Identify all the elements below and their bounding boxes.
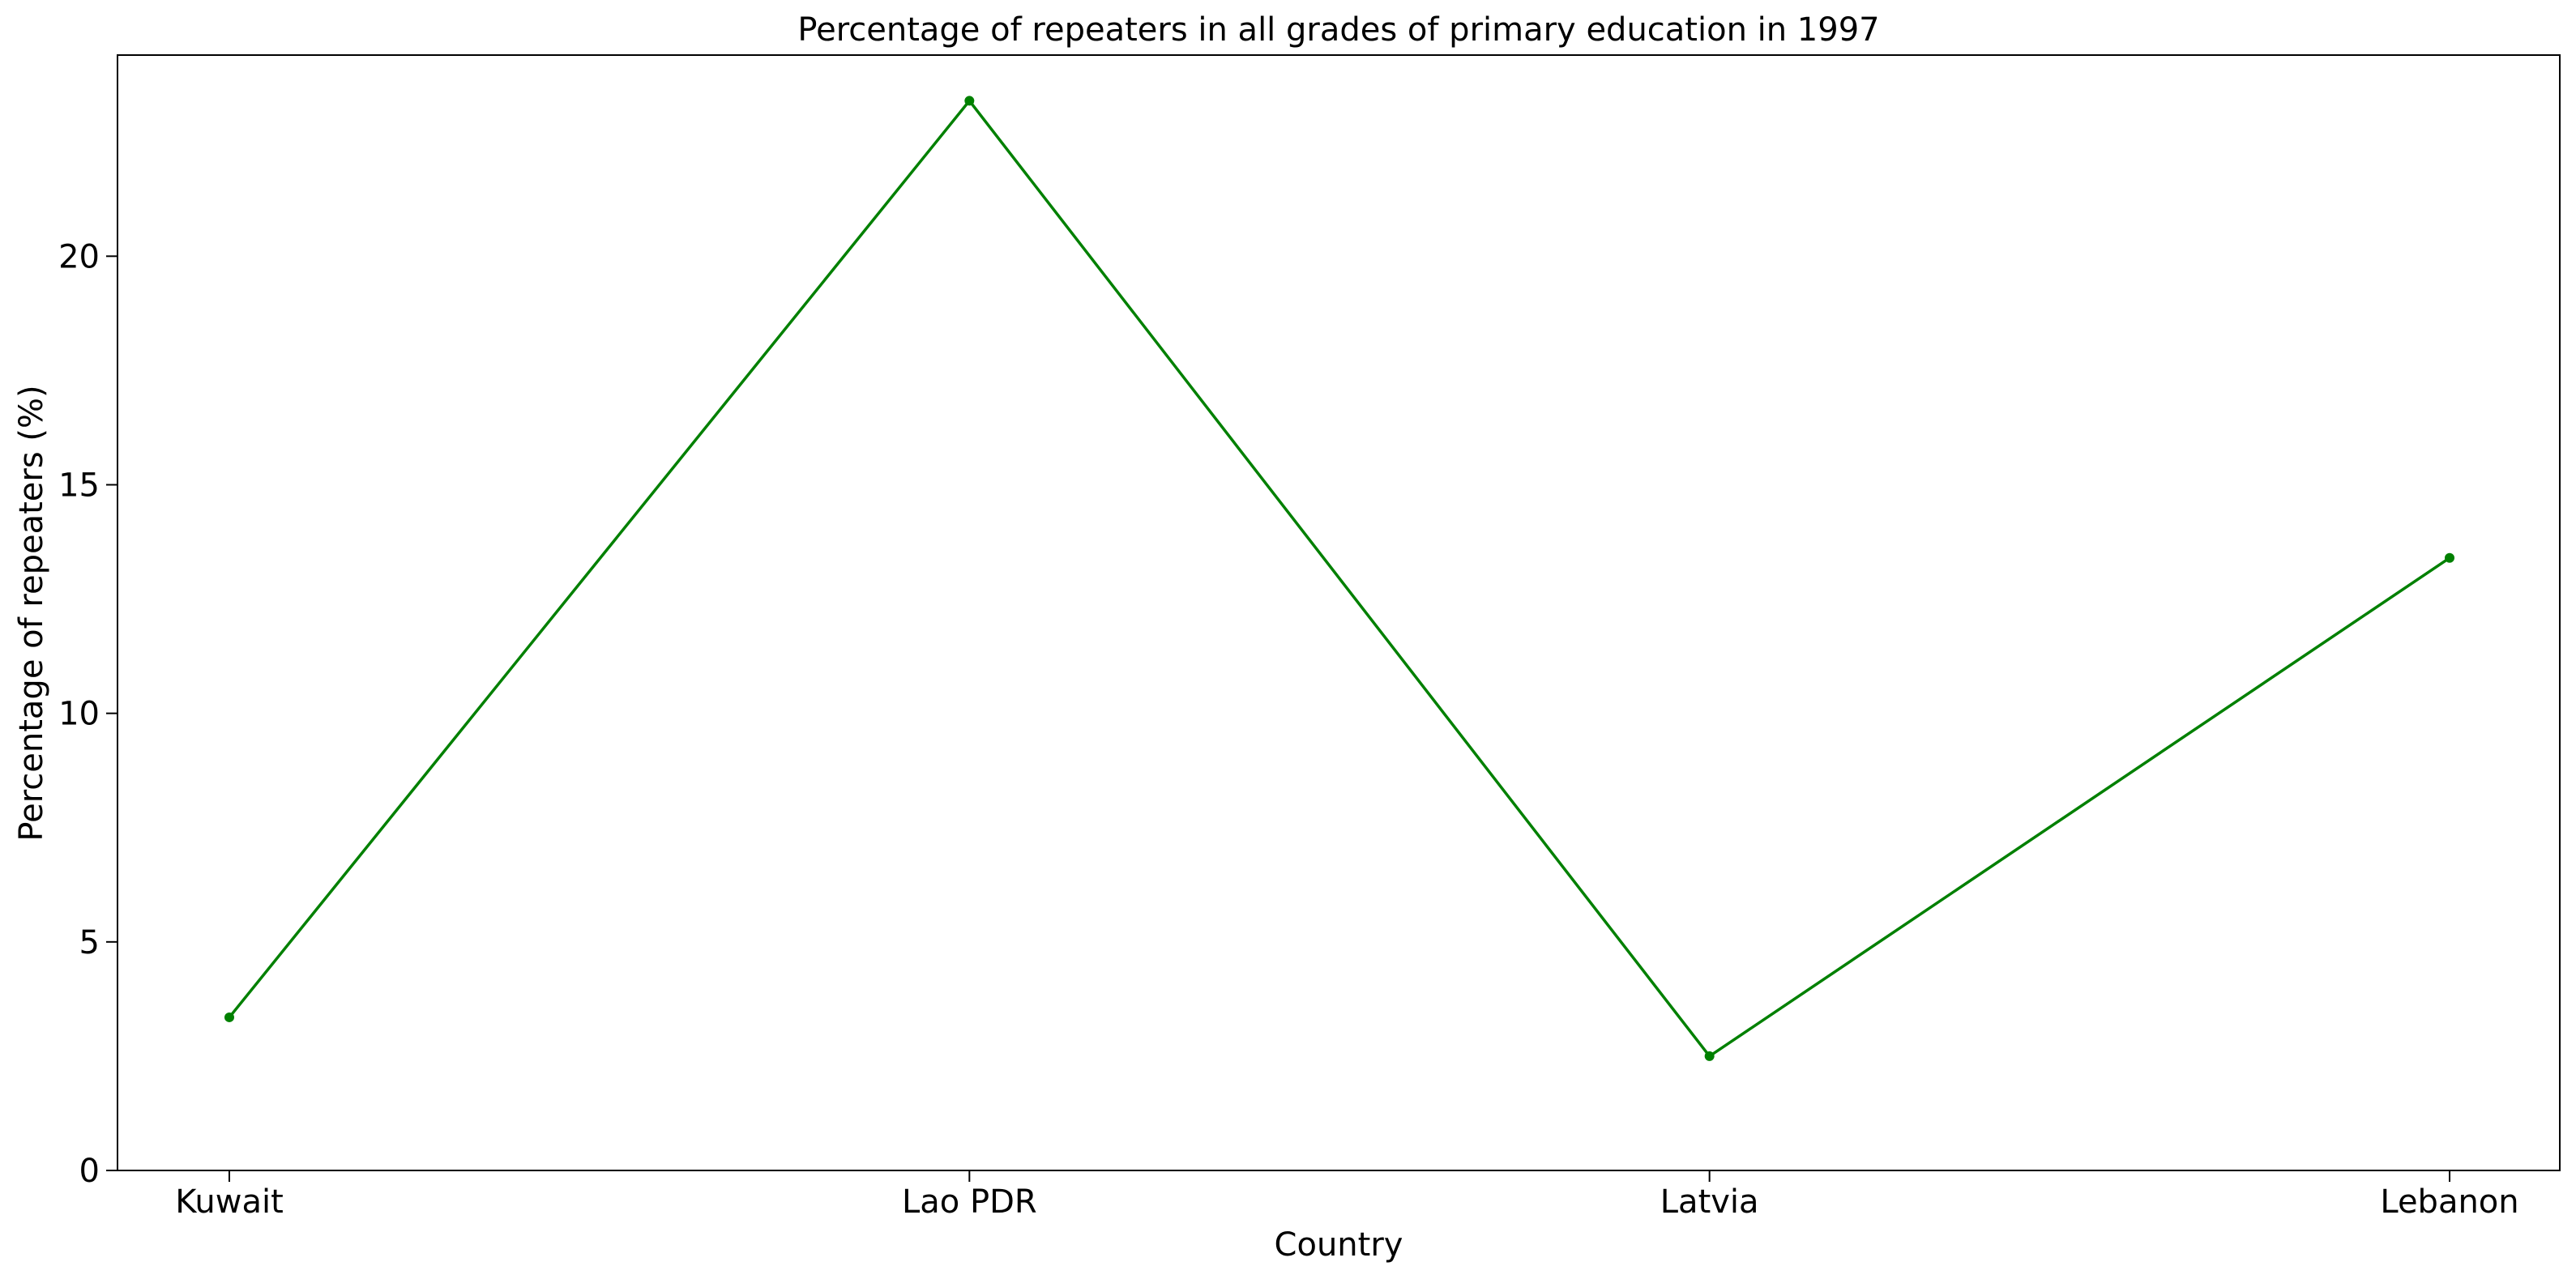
chart-title: Percentage of repeaters in all grades of…	[797, 11, 1879, 49]
x-tick-label: Lebanon	[2380, 1183, 2518, 1221]
data-point	[224, 1012, 234, 1022]
series-layer	[224, 96, 2454, 1061]
data-point	[964, 96, 975, 106]
series-line	[228, 98, 2450, 1059]
y-tick-label: 5	[79, 924, 100, 961]
plot-frame	[117, 54, 2561, 1171]
y-tick-label: 20	[58, 238, 100, 275]
y-tick-label: 10	[58, 696, 100, 733]
data-point	[2445, 552, 2454, 563]
y-axis-label: Percentage of repeaters (%)	[13, 385, 50, 841]
x-axis-ticks: Kuwait Lao PDR Latvia Lebanon	[175, 1170, 2519, 1221]
y-axis-ticks: 0 5 10 15 20	[58, 238, 117, 1190]
y-tick-label: 15	[58, 467, 100, 504]
y-tick-label: 0	[79, 1153, 100, 1190]
x-tick-label: Lao PDR	[902, 1183, 1037, 1221]
data-point	[1704, 1051, 1715, 1061]
x-tick-label: Latvia	[1660, 1183, 1759, 1221]
x-axis-label: Country	[1275, 1226, 1403, 1264]
x-tick-label: Kuwait	[175, 1183, 284, 1221]
